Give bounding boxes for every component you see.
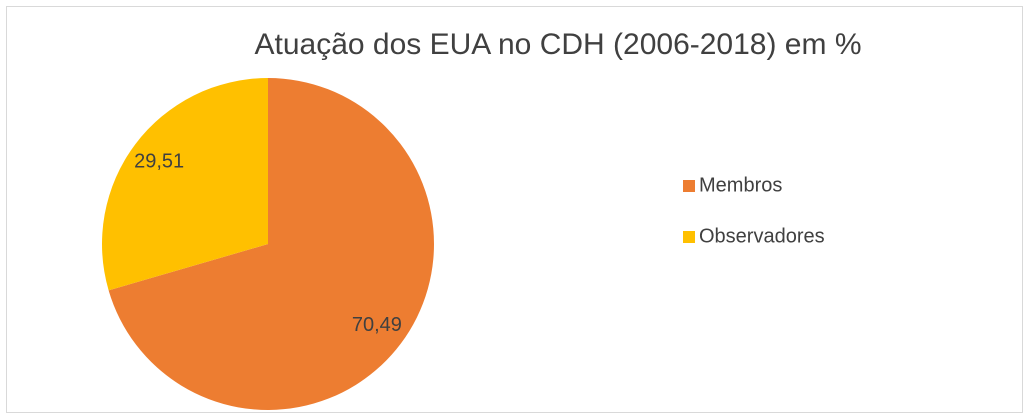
pie-slice	[108, 78, 435, 410]
pie-slice	[102, 77, 269, 291]
legend-label: Observadores	[699, 225, 825, 247]
legend-swatch	[683, 180, 695, 192]
data-label: 70,49	[352, 314, 402, 336]
data-label: 29,51	[134, 151, 184, 173]
legend-swatch	[683, 231, 695, 243]
legend-label: Membros	[699, 174, 782, 196]
chart-title: Atuação dos EUA no CDH (2006-2018) em %	[255, 28, 862, 61]
